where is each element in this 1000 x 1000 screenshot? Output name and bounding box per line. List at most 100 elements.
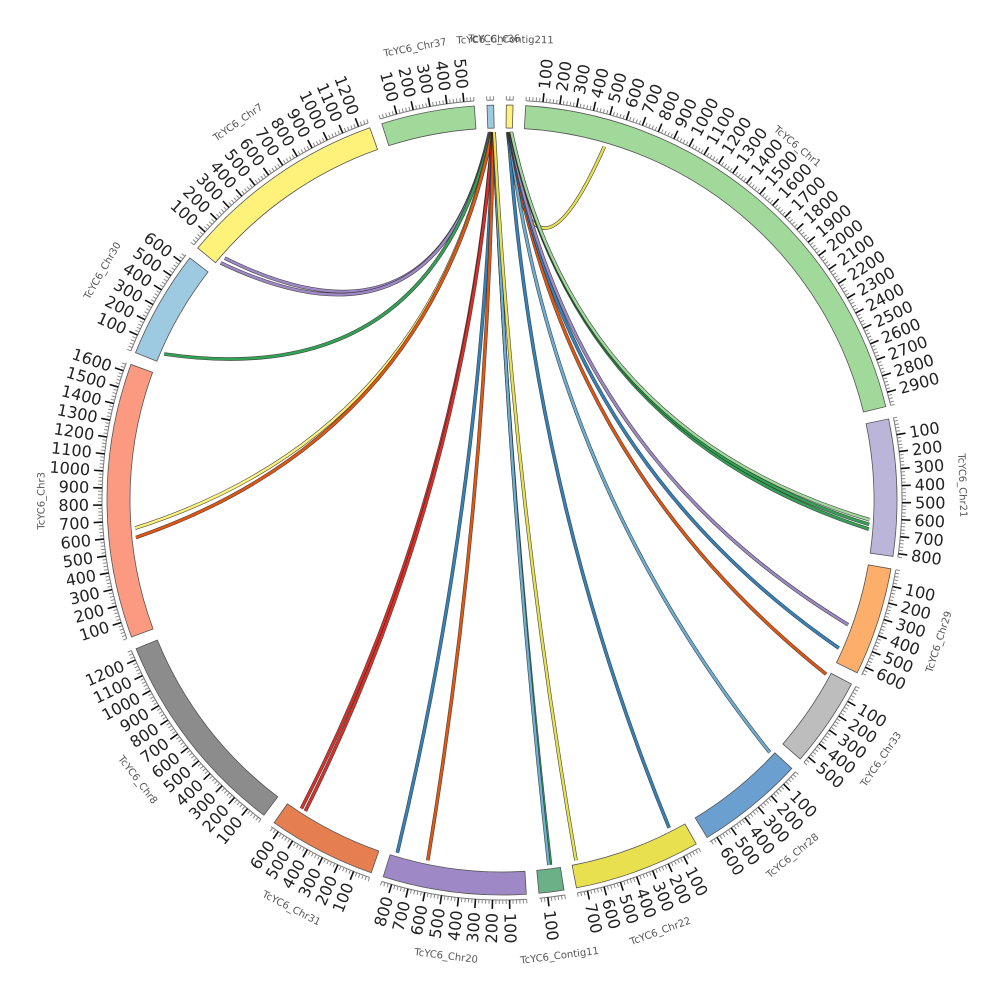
minor-tick <box>868 338 873 342</box>
minor-tick <box>334 131 337 137</box>
segment-axis-chr8 <box>130 650 262 820</box>
link-outline <box>507 131 840 650</box>
tick-label: 200 <box>482 913 502 944</box>
tick-label: 400 <box>444 910 466 942</box>
minor-tick <box>792 773 797 778</box>
minor-tick <box>420 891 422 896</box>
minor-tick <box>345 868 348 873</box>
minor-tick <box>667 132 670 137</box>
link-8 <box>426 132 495 861</box>
minor-tick <box>385 112 388 118</box>
segment-band-contig211 <box>505 104 514 129</box>
minor-tick <box>610 884 613 889</box>
minor-tick <box>886 609 891 612</box>
minor-tick <box>845 703 850 707</box>
minor-tick <box>163 278 168 282</box>
major-tick <box>307 139 313 149</box>
minor-tick <box>204 226 208 230</box>
tick-label: 1100 <box>50 438 93 462</box>
minor-tick <box>748 182 753 186</box>
segment-band-chr36 <box>486 104 495 129</box>
minor-tick <box>691 144 695 149</box>
minor-tick <box>849 697 854 701</box>
tick-label: 300 <box>463 911 484 943</box>
minor-tick <box>664 130 667 135</box>
major-tick <box>287 840 294 849</box>
minor-tick <box>307 850 311 855</box>
minor-tick <box>888 397 893 400</box>
minor-tick <box>894 575 899 578</box>
minor-tick <box>393 885 396 890</box>
minor-tick <box>895 572 900 575</box>
minor-tick <box>366 119 369 124</box>
minor-tick <box>126 348 132 352</box>
minor-tick <box>721 161 725 166</box>
major-tick <box>222 200 230 209</box>
minor-tick <box>380 881 383 886</box>
minor-tick <box>755 808 759 813</box>
major-tick <box>837 278 847 285</box>
minor-tick <box>132 336 137 339</box>
minor-tick <box>676 136 680 141</box>
segments-layer <box>106 104 898 896</box>
minor-tick <box>629 116 632 122</box>
minor-tick <box>300 149 304 154</box>
segment-axis-chr33 <box>803 686 857 763</box>
minor-tick <box>873 351 879 354</box>
major-tick <box>886 388 897 393</box>
minor-tick <box>898 443 903 446</box>
segment-axis-chr22 <box>577 847 699 894</box>
minor-tick <box>152 296 157 300</box>
minor-tick <box>221 787 225 792</box>
major-tick <box>619 881 624 891</box>
major-tick <box>542 93 545 103</box>
minor-tick <box>865 332 871 335</box>
minor-tick <box>875 354 880 358</box>
minor-tick <box>812 244 816 249</box>
minor-tick <box>642 874 645 879</box>
major-tick <box>635 876 641 886</box>
minor-tick <box>161 281 166 285</box>
minor-tick <box>296 844 299 849</box>
minor-tick <box>599 108 602 113</box>
major-tick <box>427 97 431 107</box>
minor-tick <box>842 709 847 713</box>
segment-band-chr22 <box>571 823 697 889</box>
minor-tick <box>677 859 680 864</box>
segment-band-chr7 <box>197 127 379 264</box>
minor-tick <box>623 880 626 885</box>
minor-tick <box>887 605 892 608</box>
minor-tick <box>168 725 173 729</box>
segment-band-contig11 <box>536 866 565 894</box>
minor-tick <box>249 184 253 188</box>
major-tick <box>109 383 119 388</box>
minor-tick <box>197 763 202 767</box>
minor-tick <box>442 100 444 105</box>
minor-tick <box>151 699 156 703</box>
minor-tick <box>274 165 278 170</box>
minor-tick <box>774 204 779 209</box>
minor-tick <box>879 367 885 370</box>
minor-tick <box>616 882 619 888</box>
minor-tick <box>893 579 898 582</box>
major-tick <box>667 863 673 873</box>
minor-tick <box>255 816 259 821</box>
tick-label: 200 <box>911 437 944 460</box>
minor-tick <box>287 838 291 843</box>
minor-tick <box>791 221 796 225</box>
minor-tick <box>199 231 204 235</box>
minor-tick <box>135 329 140 333</box>
major-tick <box>203 772 211 781</box>
major-tick <box>717 155 725 165</box>
minor-tick <box>111 602 116 605</box>
minor-tick <box>160 713 165 717</box>
minor-tick <box>679 137 683 143</box>
minor-tick <box>443 895 446 900</box>
minor-tick <box>103 565 108 568</box>
segment-band-chr20 <box>382 854 527 896</box>
minor-tick <box>830 726 835 730</box>
major-tick <box>235 188 243 197</box>
minor-tick <box>228 794 233 799</box>
minor-tick <box>234 799 238 804</box>
minor-tick <box>852 304 857 308</box>
